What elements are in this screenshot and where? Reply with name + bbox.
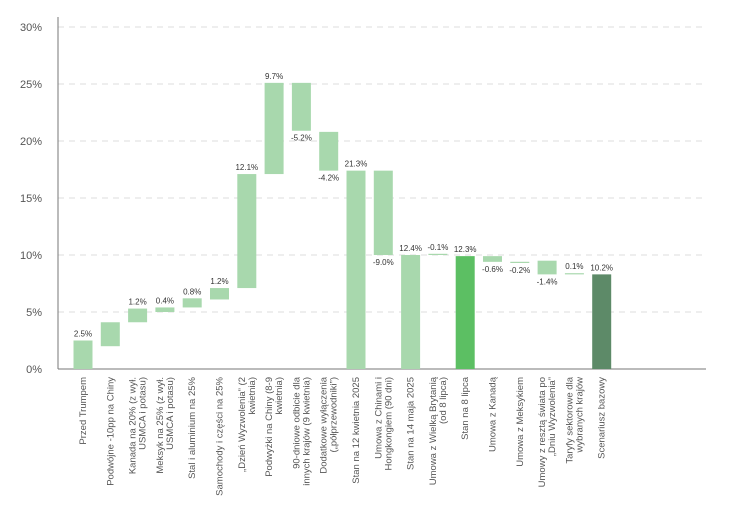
x-category-label: Stan na 8 lipca <box>460 376 471 440</box>
x-category-label: Umowa z Kanadą <box>488 376 499 452</box>
y-tick-label: 0% <box>26 364 42 376</box>
bar <box>483 256 502 262</box>
bar <box>319 131 339 171</box>
data-label: 0.1% <box>565 262 583 271</box>
y-tick-label: 20% <box>20 136 42 148</box>
data-label: 12.4% <box>399 244 422 253</box>
x-category-label: Dodatkowe wyłączenia(„półprzewodniki”) <box>319 376 340 473</box>
x-category-label: Podwyżki na Chiny (8-9kwietnia) <box>264 377 285 477</box>
data-label: -0.2% <box>509 266 530 275</box>
data-label: 0.8% <box>183 287 201 296</box>
bar <box>428 253 448 255</box>
data-label: 1.2% <box>128 298 146 307</box>
data-label: 1.2% <box>210 277 228 286</box>
x-category-label: Przed Trumpem <box>78 377 89 445</box>
data-label: -0.1% <box>427 243 448 252</box>
data-label: 2.5% <box>74 330 92 339</box>
data-label: -0.6% <box>482 265 503 274</box>
x-category-label: Scenariusz bazowy <box>597 377 608 459</box>
data-label: 9.7% <box>265 72 283 81</box>
bar <box>346 170 366 369</box>
data-label: 10.2% <box>590 263 613 272</box>
y-tick-label: 30% <box>20 22 42 34</box>
data-label: 12.1% <box>235 163 258 172</box>
x-category-label: Podwójne -10pp na Chiny <box>105 377 116 486</box>
x-category-label: Stan na 12 kwietnia 2025 <box>351 377 362 484</box>
data-label: -9.0% <box>373 258 394 267</box>
y-tick-label: 15% <box>20 193 42 205</box>
x-category-label: Meksyk na 25% (z wył.USMCA i potasu) <box>155 377 176 474</box>
x-category-label: Taryfy sektorowe dlawybranych krajów <box>564 376 585 463</box>
bar <box>264 82 284 175</box>
data-label: 12.3% <box>454 245 477 254</box>
bar <box>592 274 612 369</box>
bar <box>128 308 148 323</box>
y-tick-label: 5% <box>26 307 42 319</box>
data-label: -5.2% <box>291 134 312 143</box>
bar <box>73 340 93 369</box>
bar <box>510 261 530 263</box>
x-category-label: Stan na 14 maja 2025 <box>406 377 417 470</box>
bar <box>373 170 393 255</box>
bar <box>210 288 229 300</box>
bar <box>564 273 584 275</box>
x-category-label: Stal i aluminium na 25% <box>187 376 198 478</box>
data-label: 0.4% <box>156 296 174 305</box>
bar <box>455 256 475 369</box>
bar <box>155 307 175 312</box>
data-label: -4.2% <box>318 174 339 183</box>
x-category-label: Umowa z Wielką Brytanią(od 8 lipca) <box>428 376 449 485</box>
bar <box>401 255 421 369</box>
y-tick-label: 25% <box>20 79 42 91</box>
x-category-label: Samochody i części na 25% <box>215 376 226 495</box>
bar <box>291 82 311 131</box>
x-category-label: Kanada na 20% (z wył.USMCA i potasu) <box>128 377 149 474</box>
bar <box>182 298 202 308</box>
bar <box>100 322 120 347</box>
data-label: 21.3% <box>345 160 368 169</box>
x-category-label: Umowa z Chinami iHongkongiem (90 dni) <box>373 377 394 470</box>
data-label: -1.4% <box>537 277 558 286</box>
x-category-label: Umowy z resztą świata po„Dniu Wyzwolenia… <box>537 377 558 487</box>
bar <box>237 174 257 289</box>
x-category-label: 90-dniowe odbicie dlainnych krajów (9 kw… <box>291 376 312 485</box>
bar <box>537 260 557 275</box>
x-category-label: „Dzień Wyzwolenia” (2kwietnia) <box>237 377 258 472</box>
x-category-label: Umowa z Meksykiem <box>515 377 526 467</box>
y-tick-label: 10% <box>20 250 42 262</box>
